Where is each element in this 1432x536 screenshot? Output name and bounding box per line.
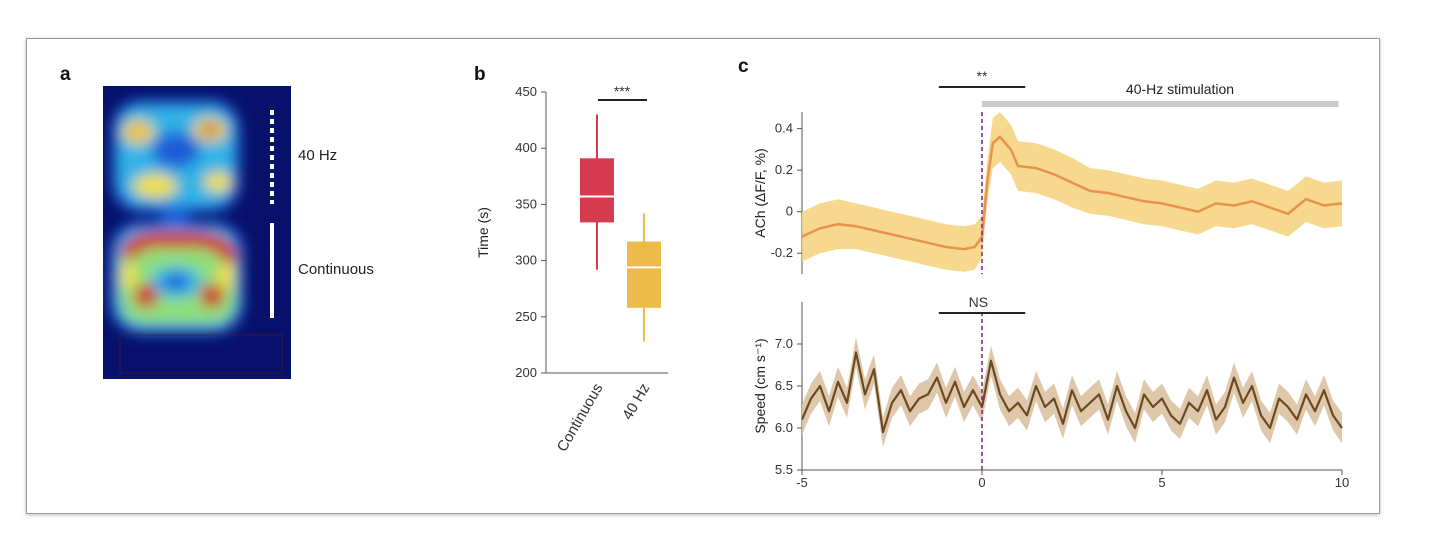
y-tick-label: 6.5 bbox=[775, 378, 793, 393]
y-axis-title: Time (s) bbox=[475, 207, 491, 258]
heatmap bbox=[103, 86, 291, 379]
ach-trace-plot: -0.2 0 0.2 0.4 ACh (ΔF/F, %) ** 40-Hz stimulat… bbox=[752, 68, 1343, 274]
panel-c-letter: c bbox=[738, 56, 749, 77]
y-tick-label: 0.2 bbox=[775, 162, 793, 177]
box-iqr bbox=[580, 158, 614, 223]
y-tick-label: 300 bbox=[515, 253, 537, 268]
panel-b-letter: b bbox=[474, 64, 486, 85]
y-tick-label: 6.0 bbox=[775, 420, 793, 435]
x-tick-label: -5 bbox=[796, 475, 808, 490]
speed-mean-line bbox=[800, 351, 1343, 434]
x-tick-label: 0 bbox=[978, 475, 985, 490]
y-tick-label: 0 bbox=[786, 204, 793, 219]
heatmap-arena-outline bbox=[119, 334, 283, 374]
y-tick-label: 0.4 bbox=[775, 121, 793, 136]
y-tick-label: 7.0 bbox=[775, 336, 793, 351]
y-axis-title: Speed (cm s⁻¹) bbox=[752, 338, 768, 433]
stimulation-label: 40-Hz stimulation bbox=[1126, 81, 1234, 97]
y-tick-label: 450 bbox=[515, 84, 537, 99]
significance-label: *** bbox=[614, 83, 631, 99]
box-plot: 200 250 300 350 400 450 Time (s) Continuous 40 H… bbox=[475, 83, 668, 455]
x-tick-label: 40 Hz bbox=[619, 381, 653, 423]
ach-mean-line bbox=[801, 135, 1343, 251]
x-tick-label: 5 bbox=[1158, 475, 1165, 490]
y-tick-label: 250 bbox=[515, 309, 537, 324]
panel-a-letter: a bbox=[60, 64, 71, 85]
significance-label-top: ** bbox=[977, 68, 988, 84]
y-axis-title: ACh (ΔF/F, %) bbox=[752, 148, 768, 237]
box-iqr bbox=[627, 241, 661, 308]
label-40hz: 40 Hz bbox=[298, 147, 337, 164]
ach-error-band bbox=[802, 112, 1342, 272]
y-tick-label: 400 bbox=[515, 140, 537, 155]
y-tick-label: 5.5 bbox=[775, 462, 793, 477]
heatmap-density bbox=[110, 100, 244, 334]
y-tick-label: -0.2 bbox=[771, 245, 793, 260]
speed-trace-plot: 5.5 6.0 6.5 7.0 -5 0 5 10 Speed (cm s⁻¹) NS bbox=[752, 294, 1349, 490]
label-continuous: Continuous bbox=[298, 261, 374, 278]
significance-label-bottom: NS bbox=[969, 294, 988, 310]
y-tick-label: 350 bbox=[515, 196, 537, 211]
x-tick-label: Continuous bbox=[554, 381, 607, 455]
y-tick-label: 200 bbox=[515, 365, 537, 380]
x-tick-label: 10 bbox=[1335, 475, 1349, 490]
